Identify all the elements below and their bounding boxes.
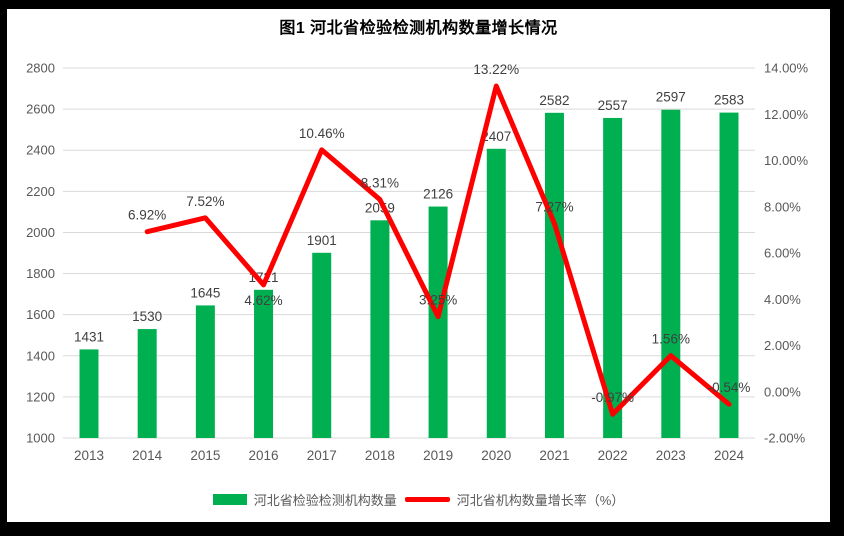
x-axis-label: 2023	[656, 448, 686, 463]
growth-line	[144, 83, 732, 417]
bar	[603, 117, 623, 438]
legend-line-label: 河北省机构数量增长率（%）	[456, 493, 625, 508]
line-label: 10.46%	[299, 126, 345, 141]
y2-axis-tick-label: 2.00%	[764, 338, 801, 353]
line-series-swatch-icon	[404, 497, 450, 502]
bar-label: 2582	[539, 93, 569, 108]
x-axis-label: 2024	[714, 448, 745, 463]
line-label: -0.97%	[591, 390, 634, 405]
bar-label: 2583	[714, 93, 744, 108]
bar	[544, 112, 564, 439]
bar	[79, 349, 99, 438]
bar	[195, 305, 215, 438]
x-axis-label: 2014	[132, 448, 163, 463]
bar	[486, 148, 506, 439]
y-axis-tick-label: 1600	[26, 307, 55, 322]
line-label: 7.27%	[535, 200, 573, 215]
chart-title: 图1 河北省检验检测机构数量增长情况	[279, 20, 558, 37]
chart-frame: 图1 河北省检验检测机构数量增长情况 2800 2600 2400 2200 2000 1…	[7, 9, 830, 522]
bar-label: 2557	[598, 98, 628, 113]
bar-label: 1901	[307, 233, 337, 248]
line-label: 6.92%	[128, 208, 166, 223]
x-axis-label: 2020	[481, 448, 511, 463]
bar	[137, 329, 157, 438]
x-axis-label: 2017	[307, 448, 337, 463]
x-axis-label: 2021	[539, 448, 569, 463]
legend-item-line: 河北省机构数量增长率（%）	[404, 490, 625, 509]
x-axis-label: 2013	[74, 448, 104, 463]
bar-label: 2126	[423, 187, 453, 202]
x-axis-label: 2019	[423, 448, 453, 463]
line-label: 3.25%	[419, 293, 457, 308]
x-axis-label: 2016	[249, 448, 279, 463]
line-label: 7.52%	[186, 194, 224, 209]
bar-label: 1530	[132, 309, 162, 324]
y-axis-tick-label: 1000	[26, 431, 55, 446]
line-label: -0.54%	[708, 380, 751, 395]
bar	[719, 112, 739, 438]
y2-axis-tick-label: 6.00%	[764, 246, 801, 261]
y2-axis-tick-label: 14.00%	[764, 61, 809, 76]
y2-axis-tick-label: -2.00%	[764, 431, 806, 446]
bar	[370, 220, 390, 438]
y2-axis-tick-label: 10.00%	[764, 153, 809, 168]
line-label: 4.62%	[244, 293, 282, 308]
chart-plot-area: 2800 2600 2400 2200 2000 1800 1600 1400 1200 1000…	[26, 61, 809, 464]
y2-axis-tick-label: 0.00%	[764, 384, 801, 399]
line-label: 13.22%	[473, 62, 519, 77]
y-axis-tick-label: 2400	[26, 143, 55, 158]
bar	[254, 289, 274, 438]
bar	[312, 252, 332, 438]
bar	[428, 206, 448, 438]
y2-axis-tick-label: 12.00%	[764, 107, 809, 122]
line-label: 8.31%	[361, 176, 399, 191]
bar-label: 1645	[190, 285, 220, 300]
y-axis-tick-label: 1400	[26, 348, 55, 363]
y-axis-tick-label: 1200	[26, 389, 55, 404]
y-axis-tick-label: 2600	[26, 102, 55, 117]
x-axis-label: 2015	[190, 448, 220, 463]
legend-bar-label: 河北省检验检测机构数量	[253, 493, 397, 508]
chart-legend: 河北省检验检测机构数量 河北省机构数量增长率（%）	[7, 490, 830, 509]
y-axis-tick-label: 2000	[26, 225, 55, 240]
x-axis-label: 2018	[365, 448, 395, 463]
bar-label: 2407	[481, 129, 511, 144]
y-axis-tick-label: 1800	[26, 266, 55, 281]
legend-item-bar: 河北省检验检测机构数量	[212, 490, 397, 509]
bar-series-swatch-icon	[212, 494, 247, 505]
x-axis-label: 2022	[598, 448, 628, 463]
line-label: 1.56%	[652, 332, 690, 347]
y-axis-tick-label: 2200	[26, 184, 55, 199]
bar-label: 2597	[656, 90, 686, 105]
bar-label: 1431	[74, 329, 104, 344]
y-axis-tick-label: 2800	[26, 61, 55, 76]
bar	[661, 109, 681, 438]
y2-axis-tick-label: 8.00%	[764, 199, 801, 214]
y2-axis-tick-label: 4.00%	[764, 292, 801, 307]
